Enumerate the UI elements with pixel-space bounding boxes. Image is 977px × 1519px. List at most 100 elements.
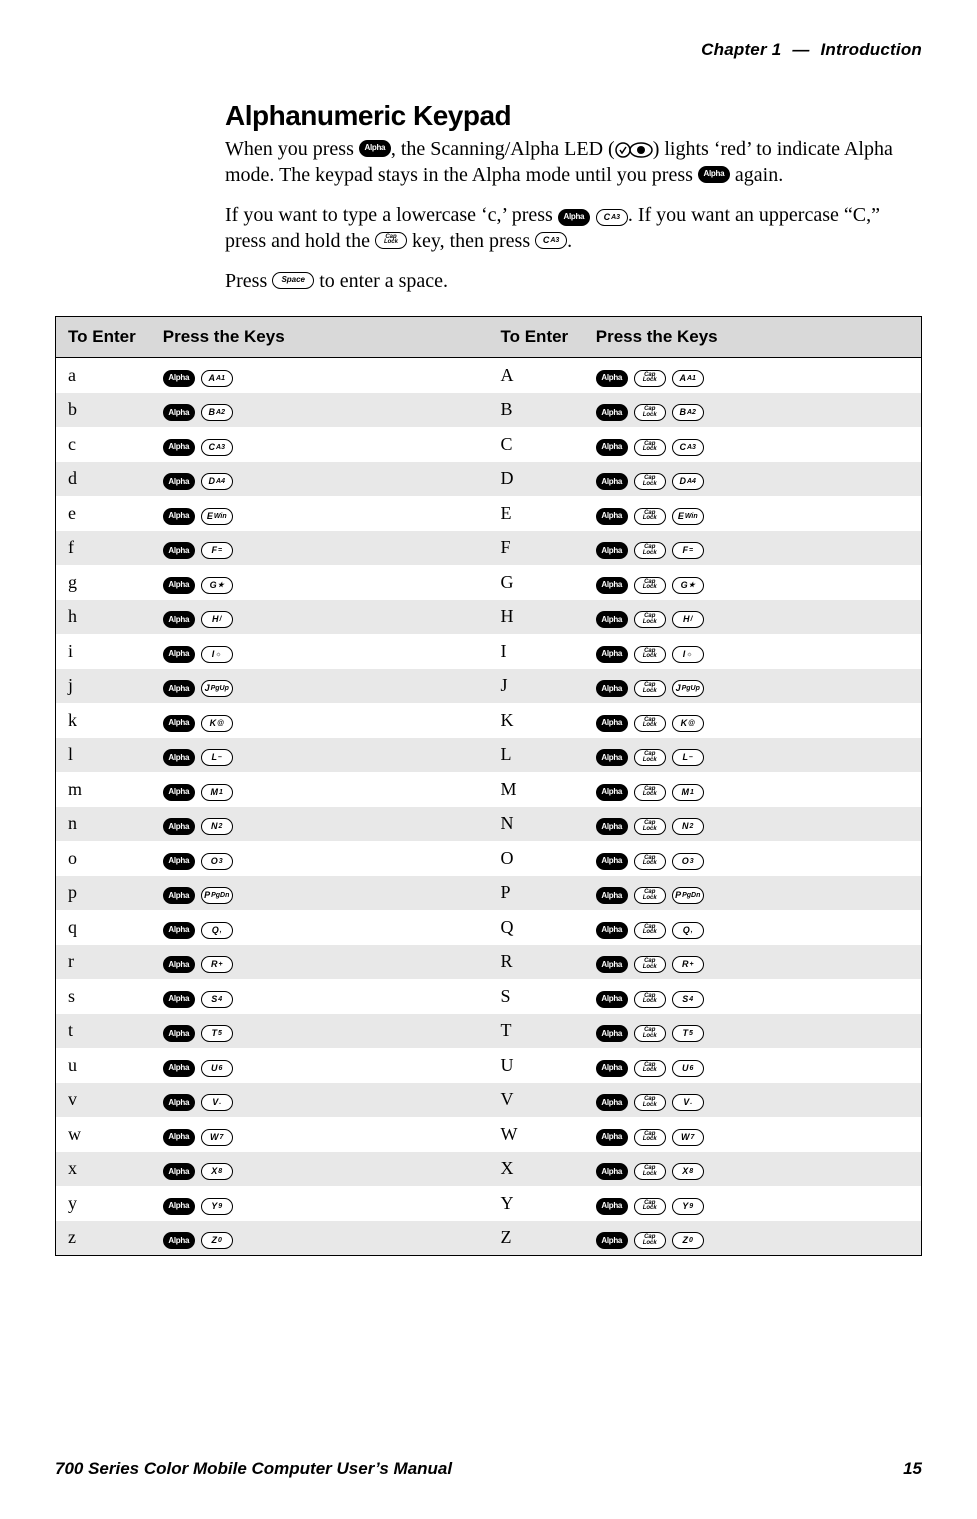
key-group: AlphaH/	[163, 611, 233, 628]
cell-keys-upper: AlphaCapLockG★	[584, 565, 922, 600]
key-group: AlphaDA4	[163, 473, 233, 490]
cell-keys-upper: AlphaCapLockM1	[584, 772, 922, 807]
footer-page-number: 15	[903, 1459, 922, 1479]
caplock-key-icon: CapLock	[634, 370, 666, 387]
alpha-key-icon: Alpha	[163, 715, 195, 732]
key-group: AlphaCapLockT5	[596, 1025, 704, 1042]
p3-text: Press	[225, 270, 272, 292]
key-big: C	[604, 213, 611, 222]
alpha-key-icon: Alpha	[163, 1094, 195, 1111]
cell-to-enter-lower: c	[56, 427, 151, 462]
cell-to-enter-lower: b	[56, 393, 151, 428]
cell-to-enter-lower: z	[56, 1221, 151, 1256]
cell-keys-lower: AlphaG★	[151, 565, 489, 600]
alpha-key-icon: Alpha	[163, 1198, 195, 1215]
alpha-key-icon: Alpha	[163, 680, 195, 697]
key-group: AlphaCapLockY9	[596, 1198, 704, 1215]
cell-to-enter-upper: U	[488, 1048, 583, 1083]
cell-keys-lower: AlphaV.	[151, 1083, 489, 1118]
alpha-key-icon: Alpha	[163, 1232, 195, 1249]
caplock-key-icon: CapLock	[634, 542, 666, 559]
table-row: vAlphaV.VAlphaCapLockV.	[56, 1083, 922, 1118]
cell-to-enter-lower: l	[56, 738, 151, 773]
cell-to-enter-upper: M	[488, 772, 583, 807]
letter-key-icon: F=	[201, 542, 233, 559]
alpha-key-icon: Alpha	[163, 853, 195, 870]
alpha-key-icon: Alpha	[163, 646, 195, 663]
cell-to-enter-lower: q	[56, 910, 151, 945]
cell-to-enter-upper: G	[488, 565, 583, 600]
table-row: bAlphaBA2BAlphaCapLockBA2	[56, 393, 922, 428]
p1-text: again.	[735, 164, 783, 186]
key-group: AlphaX8	[163, 1163, 233, 1180]
table-row: pAlphaPPgDnPAlphaCapLockPPgDn	[56, 876, 922, 911]
chapter-label: Chapter	[701, 40, 767, 59]
letter-key-icon: O3	[672, 853, 704, 870]
key-big: C	[543, 236, 550, 245]
key-group: AlphaCapLockN2	[596, 818, 704, 835]
cell-keys-lower: AlphaDA4	[151, 462, 489, 497]
key-group: AlphaAA1	[163, 370, 233, 387]
key-group: AlphaS4	[163, 991, 233, 1008]
p2-text: .	[567, 230, 572, 252]
cell-to-enter-upper: C	[488, 427, 583, 462]
alpha-key-icon: Alpha	[163, 1025, 195, 1042]
col-header: Press the Keys	[584, 317, 922, 358]
cell-to-enter-lower: i	[56, 634, 151, 669]
cell-keys-upper: AlphaCapLockO3	[584, 841, 922, 876]
alpha-key-icon: Alpha	[163, 1060, 195, 1077]
alpha-key-icon: Alpha	[596, 1025, 628, 1042]
p1-text: When you press	[225, 138, 359, 160]
c-key-icon: CA3	[535, 232, 567, 249]
cell-keys-lower: AlphaX8	[151, 1152, 489, 1187]
caplock-key-icon: CapLock	[634, 1094, 666, 1111]
table-row: oAlphaO3OAlphaCapLockO3	[56, 841, 922, 876]
content-block: Alphanumeric Keypad When you press Alpha…	[225, 100, 922, 294]
cell-keys-lower: AlphaH/	[151, 600, 489, 635]
letter-key-icon: K@	[201, 715, 233, 732]
cell-to-enter-upper: W	[488, 1117, 583, 1152]
alpha-key-icon: Alpha	[163, 887, 195, 904]
table-row: dAlphaDA4DAlphaCapLockDA4	[56, 462, 922, 497]
cell-keys-lower: AlphaY9	[151, 1186, 489, 1221]
table-row: mAlphaM1MAlphaCapLockM1	[56, 772, 922, 807]
table-row: sAlphaS4SAlphaCapLockS4	[56, 979, 922, 1014]
key-small: A3	[611, 214, 620, 221]
letter-key-icon: CA3	[672, 439, 704, 456]
caplock-key-icon: CapLock	[634, 1163, 666, 1180]
letter-key-icon: H/	[201, 611, 233, 628]
letter-key-icon: JPgUp	[672, 680, 704, 697]
p2-text: If you want to type a lowercase ‘c,’ pre…	[225, 204, 558, 226]
alpha-key-icon: Alpha	[596, 680, 628, 697]
cell-to-enter-lower: p	[56, 876, 151, 911]
cell-to-enter-upper: I	[488, 634, 583, 669]
letter-key-icon: AA1	[201, 370, 233, 387]
cell-keys-lower: AlphaZ0	[151, 1221, 489, 1256]
caplock-key-icon: CapLock	[634, 922, 666, 939]
key-group: AlphaEWin	[163, 508, 233, 525]
alpha-key-icon: Alpha	[596, 1060, 628, 1077]
cell-keys-lower: AlphaO3	[151, 841, 489, 876]
cell-keys-upper: AlphaCapLockT5	[584, 1014, 922, 1049]
key-group: AlphaCapLockR+	[596, 956, 704, 973]
alpha-key-icon: Alpha	[596, 473, 628, 490]
cell-to-enter-upper: B	[488, 393, 583, 428]
cell-keys-upper: AlphaCapLockX8	[584, 1152, 922, 1187]
cell-to-enter-lower: y	[56, 1186, 151, 1221]
chapter-header: Chapter 1 — Introduction	[55, 40, 922, 60]
cell-to-enter-lower: n	[56, 807, 151, 842]
alpha-key-icon: Alpha	[163, 818, 195, 835]
table-row: fAlphaF=FAlphaCapLockF=	[56, 531, 922, 566]
cell-keys-upper: AlphaCapLockS4	[584, 979, 922, 1014]
alpha-key-icon: Alpha	[163, 577, 195, 594]
table-header-row: To Enter Press the Keys To Enter Press t…	[56, 317, 922, 358]
chapter-title: Introduction	[820, 40, 922, 59]
cell-to-enter-upper: L	[488, 738, 583, 773]
cell-keys-upper: AlphaCapLockDA4	[584, 462, 922, 497]
key-group: AlphaCapLockW7	[596, 1129, 704, 1146]
p2-text: key, then press	[407, 230, 535, 252]
cell-to-enter-upper: A	[488, 358, 583, 393]
caplock-key-icon: CapLock	[634, 956, 666, 973]
letter-key-icon: PPgDn	[672, 887, 704, 904]
caplock-key-icon: CapLock	[634, 853, 666, 870]
